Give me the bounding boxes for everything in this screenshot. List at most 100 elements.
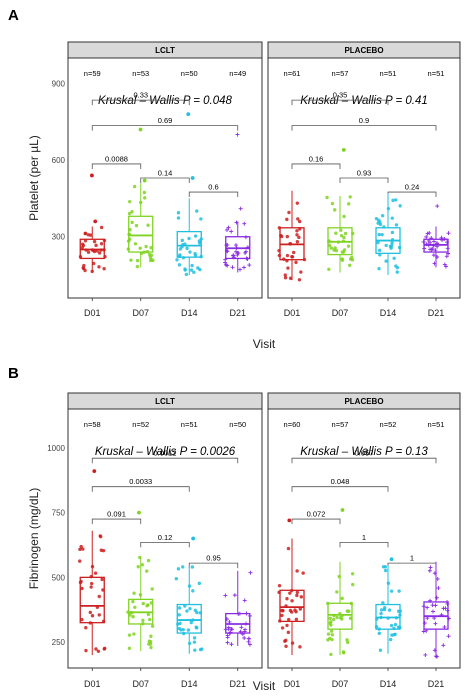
data-point bbox=[338, 616, 343, 620]
data-point bbox=[149, 253, 154, 258]
data-point bbox=[347, 609, 351, 613]
data-point bbox=[347, 202, 351, 206]
data-point bbox=[149, 645, 153, 650]
data-point bbox=[135, 258, 140, 263]
data-point bbox=[83, 268, 87, 273]
data-point bbox=[395, 265, 400, 270]
x-tick-label: D01 bbox=[284, 308, 301, 318]
data-point bbox=[378, 220, 382, 224]
data-point bbox=[191, 589, 195, 593]
data-point bbox=[335, 590, 339, 594]
data-point bbox=[393, 632, 397, 636]
data-point bbox=[430, 609, 435, 614]
data-point bbox=[136, 565, 140, 569]
data-point bbox=[287, 210, 291, 215]
data-point bbox=[144, 244, 148, 249]
data-point bbox=[299, 595, 304, 599]
data-point bbox=[80, 586, 84, 591]
data-point bbox=[295, 590, 300, 595]
data-point bbox=[292, 250, 296, 255]
data-point bbox=[294, 260, 298, 265]
data-point bbox=[195, 209, 199, 213]
data-point bbox=[189, 620, 193, 625]
y-tick-label: 500 bbox=[52, 573, 66, 582]
data-point bbox=[247, 636, 252, 641]
data-point bbox=[176, 567, 181, 571]
comparison-bracket bbox=[188, 562, 239, 569]
data-point bbox=[80, 242, 85, 246]
n-count-label: n=59 bbox=[84, 69, 101, 78]
data-point bbox=[343, 231, 348, 236]
data-point bbox=[342, 235, 346, 240]
data-point bbox=[230, 265, 235, 270]
data-point bbox=[283, 275, 288, 280]
data-point bbox=[196, 266, 200, 270]
data-point bbox=[390, 241, 394, 245]
data-point bbox=[89, 585, 93, 589]
data-point bbox=[381, 601, 385, 605]
data-point bbox=[295, 593, 299, 598]
data-point bbox=[443, 264, 448, 269]
data-point bbox=[190, 263, 194, 268]
data-point bbox=[79, 544, 83, 549]
data-point bbox=[239, 625, 244, 630]
y-axis-label: Platelet (per µL) bbox=[27, 135, 41, 221]
data-point bbox=[99, 242, 104, 246]
data-point bbox=[285, 623, 289, 628]
data-point bbox=[86, 250, 91, 254]
comparison-p-value: 0.0033 bbox=[129, 477, 152, 486]
data-point bbox=[328, 243, 332, 248]
data-point bbox=[148, 258, 153, 263]
data-point bbox=[280, 626, 285, 630]
data-point bbox=[131, 599, 135, 604]
data-point bbox=[286, 630, 291, 635]
data-point bbox=[189, 268, 194, 272]
data-point bbox=[297, 235, 301, 240]
data-point bbox=[193, 234, 198, 238]
data-point bbox=[377, 248, 382, 253]
data-point bbox=[94, 243, 98, 248]
y-tick-label: 900 bbox=[52, 80, 66, 89]
data-point bbox=[147, 617, 152, 622]
comparison-p-value: 0.072 bbox=[307, 510, 326, 519]
data-point bbox=[150, 587, 154, 591]
data-point bbox=[423, 652, 428, 657]
data-point bbox=[350, 572, 355, 576]
data-point bbox=[334, 231, 338, 235]
data-point bbox=[329, 652, 333, 657]
outlier-point bbox=[93, 219, 98, 224]
data-point bbox=[390, 230, 395, 235]
data-point bbox=[288, 276, 293, 280]
comparison-bracket bbox=[291, 457, 437, 464]
data-point bbox=[389, 589, 394, 593]
data-point bbox=[394, 223, 399, 227]
data-point bbox=[281, 608, 285, 613]
comparison-p-value: 0.24 bbox=[405, 183, 420, 192]
x-axis-label: Visit bbox=[253, 337, 276, 351]
data-point bbox=[285, 253, 290, 258]
outlier-point bbox=[389, 557, 394, 562]
data-point bbox=[229, 229, 234, 234]
data-point bbox=[301, 571, 305, 575]
data-point bbox=[428, 565, 433, 570]
x-tick-label: D21 bbox=[428, 679, 445, 689]
data-point bbox=[328, 621, 332, 625]
data-point bbox=[140, 563, 145, 567]
data-point bbox=[295, 229, 299, 233]
n-count-label: n=50 bbox=[229, 420, 246, 429]
data-point bbox=[184, 272, 189, 277]
data-point bbox=[224, 227, 229, 232]
data-point bbox=[186, 628, 191, 632]
data-point bbox=[339, 234, 344, 238]
box-iqr bbox=[327, 602, 353, 630]
data-point bbox=[229, 627, 234, 632]
comparison-p-value: 0.93 bbox=[357, 169, 372, 178]
data-point bbox=[329, 246, 334, 250]
data-point bbox=[339, 228, 343, 232]
outlier-point bbox=[287, 518, 292, 523]
data-point bbox=[193, 648, 197, 652]
comparison-p-value: 0.35 bbox=[333, 91, 348, 100]
data-point bbox=[185, 246, 189, 251]
data-point bbox=[141, 618, 145, 623]
